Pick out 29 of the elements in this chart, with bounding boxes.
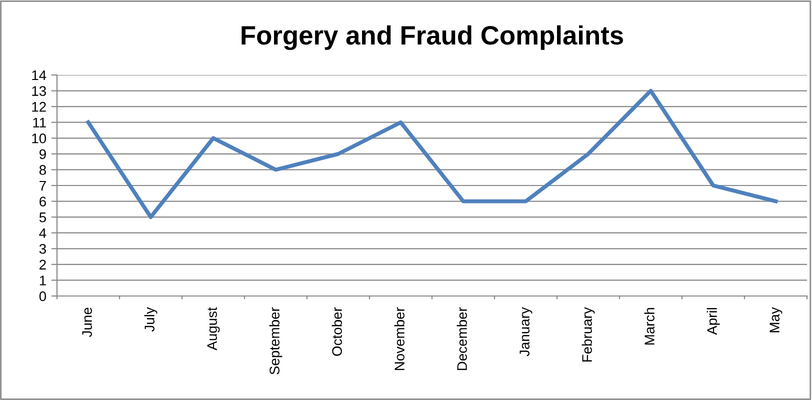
- x-tick-label: April: [706, 308, 720, 335]
- x-tick-label: July: [144, 307, 158, 332]
- y-tick-label: 12: [32, 102, 46, 112]
- y-tick-label: 0: [39, 291, 46, 302]
- y-tick-label: 9: [40, 149, 46, 160]
- y-tick-label: 4: [39, 228, 46, 238]
- y-tick-label: 7: [40, 180, 46, 191]
- x-tick-label: March: [644, 308, 654, 345]
- line-series: [86, 88, 778, 220]
- x-tick-label: September: [269, 307, 282, 374]
- x-tick-label: February: [582, 307, 595, 362]
- y-tick-label: 13: [32, 86, 46, 96]
- y-tick-label: 1: [40, 276, 46, 286]
- y-tick-label: 3: [39, 244, 46, 254]
- x-tick-label: May: [770, 307, 782, 332]
- y-tick-label: 11: [33, 118, 46, 128]
- y-tick-label: 5: [39, 212, 46, 222]
- chart-title: Forgery and Fraud Complaints: [242, 25, 624, 50]
- x-tick-label: June: [82, 308, 92, 338]
- y-tick-label: 14: [32, 70, 46, 80]
- y-tick-label: 8: [39, 165, 46, 175]
- y-tick-label: 10: [32, 133, 46, 144]
- x-tick-label: August: [207, 307, 220, 350]
- x-tick-label: October: [332, 307, 342, 356]
- y-tick-label: 2: [40, 260, 46, 270]
- x-tick-label: December: [456, 307, 467, 370]
- x-tick-label: November: [394, 307, 404, 370]
- y-tick-label: 6: [40, 196, 46, 206]
- x-tick-label: January: [520, 307, 532, 356]
